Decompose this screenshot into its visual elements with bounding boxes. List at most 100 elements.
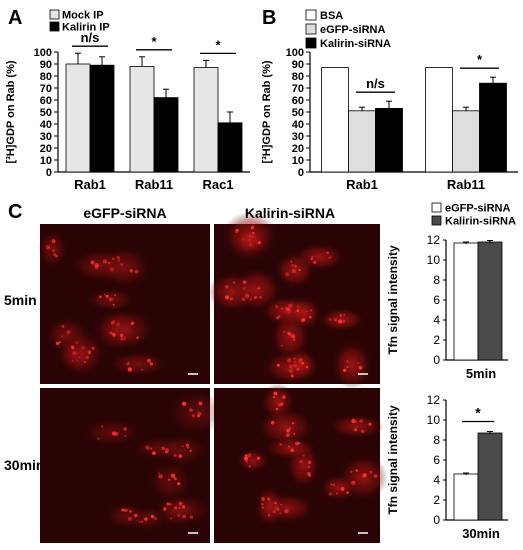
puncta bbox=[294, 360, 296, 363]
legend-label: eGFP-siRNA bbox=[445, 203, 510, 215]
puncta bbox=[355, 469, 359, 472]
puncta bbox=[99, 295, 102, 299]
puncta bbox=[150, 514, 155, 519]
puncta bbox=[291, 334, 296, 339]
bar bbox=[453, 473, 479, 521]
puncta bbox=[117, 259, 120, 262]
puncta bbox=[109, 297, 113, 301]
y-tick-label: 0 bbox=[433, 353, 440, 367]
puncta bbox=[289, 333, 292, 336]
cell bbox=[159, 494, 212, 526]
puncta bbox=[330, 483, 333, 486]
cell bbox=[98, 309, 154, 350]
y-tick-label: 8 bbox=[433, 433, 440, 447]
puncta bbox=[66, 330, 71, 334]
puncta bbox=[313, 260, 317, 265]
puncta bbox=[328, 492, 333, 496]
puncta bbox=[61, 335, 64, 338]
puncta bbox=[111, 431, 117, 436]
puncta bbox=[170, 473, 176, 478]
puncta bbox=[154, 517, 157, 520]
puncta bbox=[336, 492, 338, 495]
puncta bbox=[246, 453, 252, 458]
y-tick-label: 30 bbox=[292, 131, 304, 143]
puncta bbox=[158, 472, 160, 475]
x-tick-label: Rab11 bbox=[135, 177, 173, 192]
puncta bbox=[362, 473, 367, 478]
puncta bbox=[45, 245, 51, 250]
puncta bbox=[332, 483, 335, 486]
y-tick-label: 8 bbox=[433, 273, 440, 287]
puncta bbox=[305, 310, 308, 313]
row-label-5min: 5min bbox=[4, 292, 37, 308]
puncta bbox=[285, 272, 290, 277]
puncta bbox=[120, 263, 123, 266]
puncta bbox=[286, 307, 290, 312]
y-axis-label: Tfn signal intensity bbox=[386, 405, 400, 515]
puncta bbox=[126, 508, 129, 511]
puncta bbox=[298, 268, 301, 272]
x-tick-label: Rab11 bbox=[447, 177, 485, 192]
y-tick-label: 100 bbox=[286, 47, 304, 59]
puncta bbox=[291, 263, 295, 267]
legend-label: Mock IP bbox=[62, 10, 104, 22]
puncta bbox=[296, 367, 300, 371]
puncta bbox=[174, 506, 178, 510]
puncta bbox=[261, 503, 264, 506]
puncta bbox=[346, 366, 349, 368]
puncta bbox=[127, 361, 130, 364]
puncta bbox=[244, 454, 248, 457]
cell bbox=[237, 449, 269, 473]
y-tick-label: 2 bbox=[433, 333, 440, 347]
puncta bbox=[114, 294, 116, 297]
puncta bbox=[181, 505, 186, 509]
puncta bbox=[261, 506, 265, 509]
puncta bbox=[288, 427, 291, 430]
y-axis-label: [³H]GDP on Rab (%) bbox=[5, 60, 17, 163]
cell bbox=[82, 419, 141, 447]
x-axis-label: 30min bbox=[462, 526, 500, 541]
puncta bbox=[257, 287, 260, 290]
bar bbox=[153, 97, 179, 173]
bar bbox=[321, 67, 349, 173]
puncta bbox=[279, 402, 284, 406]
cell bbox=[320, 474, 358, 502]
cell bbox=[255, 485, 285, 528]
puncta bbox=[112, 257, 115, 260]
puncta bbox=[134, 269, 139, 274]
puncta bbox=[342, 368, 347, 372]
y-tick-label: 90 bbox=[40, 59, 52, 71]
puncta bbox=[342, 319, 346, 323]
puncta bbox=[298, 358, 303, 363]
y-tick-label: 30 bbox=[40, 131, 52, 143]
puncta bbox=[359, 419, 364, 423]
bar bbox=[477, 432, 503, 521]
x-tick-label: Rab1 bbox=[74, 177, 106, 192]
puncta bbox=[90, 260, 95, 265]
puncta bbox=[127, 367, 132, 372]
legend-label: Kalirin-siRNA bbox=[320, 38, 391, 50]
puncta bbox=[149, 362, 154, 366]
puncta bbox=[112, 332, 116, 337]
puncta bbox=[182, 514, 186, 519]
panel-b-letter: B bbox=[262, 7, 276, 29]
puncta bbox=[97, 437, 100, 440]
cell bbox=[105, 502, 147, 530]
puncta bbox=[296, 309, 300, 312]
puncta bbox=[285, 433, 290, 438]
puncta bbox=[368, 422, 372, 427]
legend-swatch bbox=[431, 215, 442, 226]
y-tick-label: 100 bbox=[34, 47, 52, 59]
cell bbox=[285, 348, 317, 381]
y-axis-label: Tfn signal intensity bbox=[386, 245, 400, 355]
puncta bbox=[116, 255, 121, 260]
cell bbox=[147, 461, 193, 503]
y-tick-label: 6 bbox=[433, 293, 440, 307]
bar bbox=[89, 64, 115, 173]
puncta bbox=[87, 350, 92, 354]
puncta bbox=[257, 241, 261, 245]
puncta bbox=[290, 260, 293, 263]
puncta bbox=[71, 345, 75, 349]
puncta bbox=[284, 509, 289, 514]
